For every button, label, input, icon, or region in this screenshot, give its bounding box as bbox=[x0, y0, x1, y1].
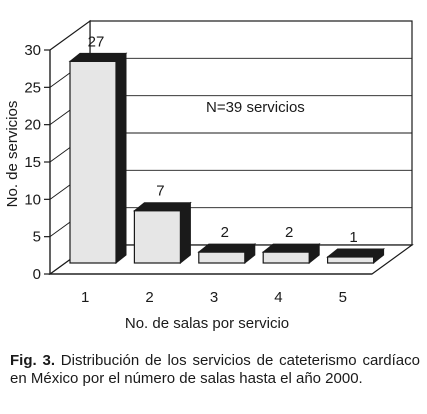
bars: 27 7 2 2 1 bbox=[68, 33, 386, 265]
y-tick-label: 10 bbox=[24, 191, 41, 208]
figure-caption: Fig. 3. Distribución de los servicios de… bbox=[10, 352, 420, 388]
bar-value-label: 27 bbox=[88, 33, 105, 50]
bar-value-label: 1 bbox=[349, 229, 357, 246]
y-axis-ticks: 0 5 10 15 20 25 30 bbox=[24, 42, 51, 283]
x-axis-label: No. de salas por servicio bbox=[125, 315, 289, 332]
y-tick-label: 5 bbox=[33, 229, 41, 246]
bar: 2 bbox=[261, 224, 321, 265]
bar-face bbox=[327, 256, 375, 264]
bar: 7 bbox=[132, 183, 192, 265]
bar: 2 bbox=[197, 224, 257, 265]
x-axis-ticks: 1 2 3 4 5 bbox=[50, 273, 372, 306]
x-tick-label: 3 bbox=[210, 289, 218, 306]
x-tick-label: 5 bbox=[339, 289, 347, 306]
y-tick-label: 15 bbox=[24, 154, 41, 171]
bar: 1 bbox=[326, 229, 386, 265]
bar-face bbox=[198, 251, 246, 264]
bar-face bbox=[262, 251, 310, 264]
bar-face bbox=[133, 210, 181, 264]
bar-side bbox=[179, 201, 191, 265]
x-tick-label: 4 bbox=[274, 289, 282, 306]
sample-size-annotation: N=39 servicios bbox=[206, 99, 305, 116]
bar: 27 bbox=[68, 33, 128, 265]
y-tick-label: 25 bbox=[24, 79, 41, 96]
x-tick-label: 2 bbox=[145, 289, 153, 306]
y-tick-label: 20 bbox=[24, 117, 41, 134]
x-tick-label: 1 bbox=[81, 289, 89, 306]
y-tick-label: 30 bbox=[24, 42, 41, 59]
bar-value-label: 7 bbox=[156, 183, 164, 200]
bar-top bbox=[132, 202, 192, 212]
bar-top bbox=[326, 248, 386, 258]
bar-top bbox=[261, 243, 321, 253]
figure-label: Fig. 3. bbox=[10, 352, 55, 369]
figure-caption-text: Distribución de los servicios de cateter… bbox=[10, 352, 420, 387]
bar-top bbox=[197, 243, 257, 253]
bar-value-label: 2 bbox=[221, 224, 229, 241]
y-tick-label: 0 bbox=[33, 266, 41, 283]
bar-face bbox=[69, 60, 117, 264]
bar-chart: 0 5 10 15 20 25 30 27 7 2 2 1 1 2 3 4 5 N=39 servicios… bbox=[4, 19, 414, 332]
bar-value-label: 2 bbox=[285, 224, 293, 241]
bar-top bbox=[68, 52, 128, 62]
y-axis-label: No. de servicios bbox=[4, 101, 21, 208]
bar-side bbox=[115, 52, 127, 265]
